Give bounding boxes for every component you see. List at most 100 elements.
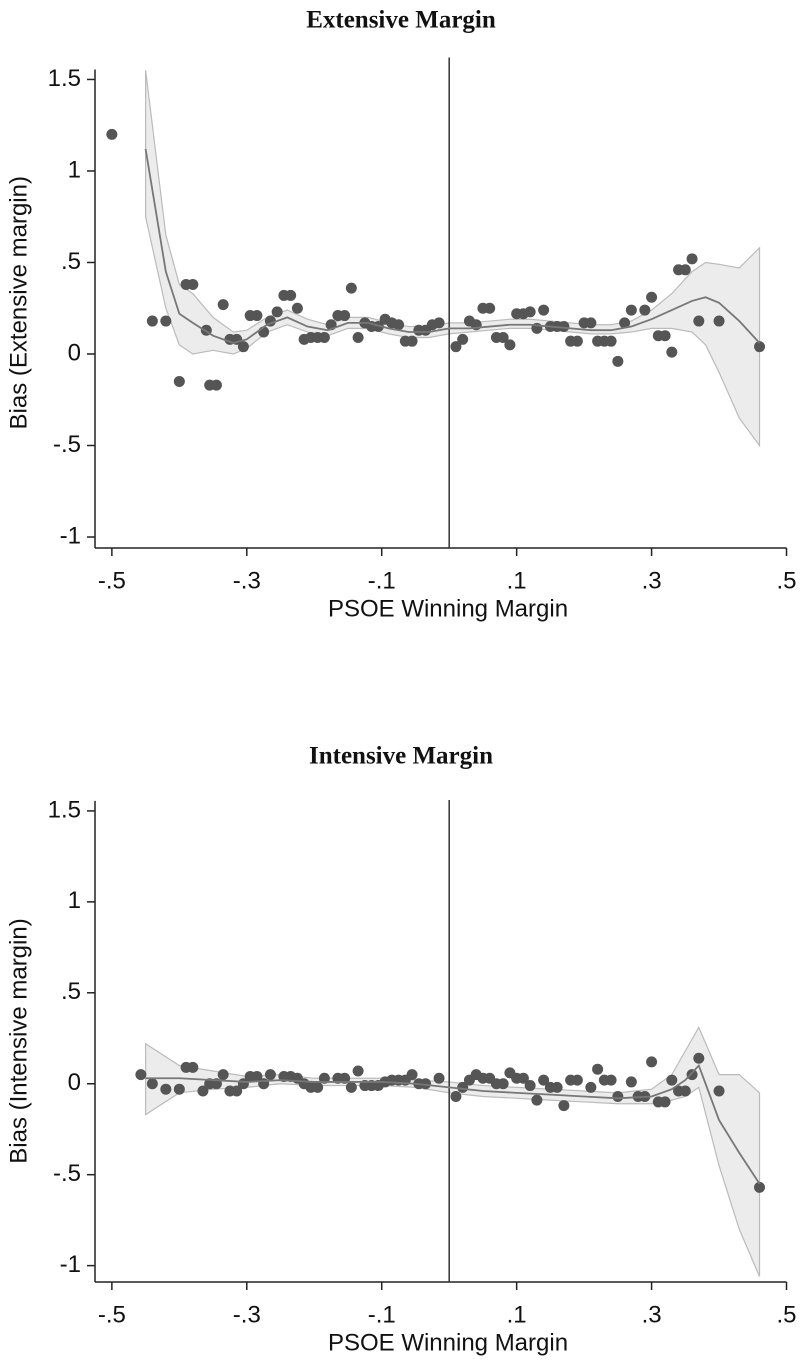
point (197, 1085, 209, 1097)
point (258, 1078, 270, 1090)
y-tick-label: 1.5 (48, 796, 81, 823)
point (679, 264, 691, 276)
point (551, 1081, 563, 1093)
fit-line (145, 1063, 761, 1185)
point (457, 1081, 469, 1093)
x-tick-label: .3 (642, 567, 662, 594)
y-tick-label: -1 (60, 522, 81, 549)
x-tick-label: -.5 (98, 567, 126, 594)
point (754, 1181, 766, 1193)
point (585, 1081, 597, 1093)
point (146, 315, 158, 327)
point (231, 1085, 243, 1097)
point (497, 332, 509, 344)
point (538, 1074, 550, 1086)
x-tick-label: -.1 (368, 1301, 396, 1328)
confidence-band (144, 70, 761, 448)
point (318, 332, 330, 344)
point (713, 1085, 725, 1097)
y-tick-label: .5 (61, 978, 81, 1005)
point (173, 375, 185, 387)
point (251, 310, 263, 322)
x-tick-label: .5 (776, 567, 796, 594)
point (531, 1094, 543, 1106)
point (612, 355, 624, 367)
x-tick-label: -.5 (98, 1301, 126, 1328)
x-tick-label: -.1 (368, 567, 396, 594)
point (612, 1090, 624, 1102)
point (625, 1076, 637, 1088)
point (433, 317, 445, 329)
chart-title: Extensive Margin (306, 7, 496, 34)
point (605, 335, 617, 347)
point (558, 321, 570, 333)
y-tick-label: .5 (61, 248, 81, 275)
point (187, 278, 199, 290)
point (497, 1078, 509, 1090)
point (639, 304, 651, 316)
point (160, 1083, 172, 1095)
point (524, 1080, 536, 1092)
y-tick-label: -1 (60, 1251, 81, 1278)
x-axis-label: PSOE Winning Margin (328, 595, 568, 622)
confidence-band (144, 1026, 761, 1277)
point (135, 1069, 147, 1081)
x-tick-label: .1 (507, 567, 527, 594)
point (450, 341, 462, 353)
point (433, 1072, 445, 1084)
point (558, 1100, 570, 1112)
point (666, 346, 678, 358)
point (393, 319, 405, 331)
point (173, 1083, 185, 1095)
y-tick-label: 0 (68, 339, 81, 366)
point (646, 1056, 658, 1068)
x-tick-label: .3 (642, 1301, 662, 1328)
point (345, 1081, 357, 1093)
point (504, 339, 516, 351)
x-axis-label: PSOE Winning Margin (328, 1329, 568, 1356)
x-tick-label: .1 (507, 1301, 527, 1328)
point (571, 1074, 583, 1086)
point (713, 315, 725, 327)
point (693, 315, 705, 327)
point (420, 1078, 432, 1090)
point (686, 253, 698, 265)
x-tick-label: -.3 (233, 1301, 261, 1328)
x-tick-label: -.3 (233, 567, 261, 594)
point (538, 304, 550, 316)
y-tick-label: 1 (68, 887, 81, 914)
point (271, 306, 283, 318)
y-tick-label: -.5 (53, 431, 81, 458)
point (352, 1065, 364, 1077)
point (517, 1072, 529, 1084)
point (679, 1085, 691, 1097)
point (217, 1069, 229, 1081)
point (264, 1069, 276, 1081)
y-tick-label: 1.5 (48, 65, 81, 92)
point (106, 128, 118, 140)
y-axis-label: Bias (Extensive margin) (5, 176, 32, 429)
y-tick-label: -.5 (53, 1160, 81, 1187)
point (619, 317, 631, 329)
point (605, 1074, 617, 1086)
y-tick-label: 1 (68, 156, 81, 183)
point (237, 341, 249, 353)
point (666, 1074, 678, 1086)
point (217, 299, 229, 311)
point (345, 282, 357, 294)
point (484, 302, 496, 314)
point (406, 335, 418, 347)
point (625, 304, 637, 316)
point (754, 341, 766, 353)
point (339, 310, 351, 322)
point (160, 315, 172, 327)
point (285, 289, 297, 301)
point (592, 1063, 604, 1075)
point (646, 291, 658, 303)
point (312, 1081, 324, 1093)
point (210, 379, 222, 391)
fit-line (144, 148, 761, 344)
point (693, 1052, 705, 1064)
